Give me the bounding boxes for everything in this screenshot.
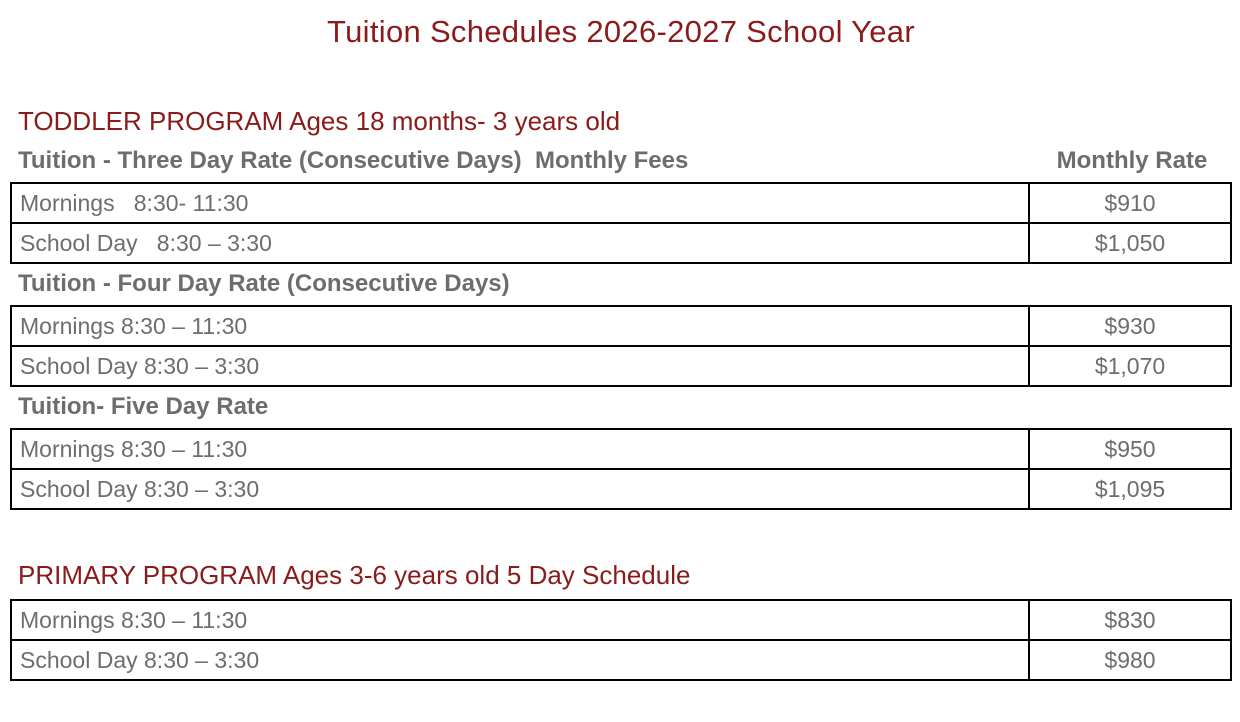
subheader-label: Tuition - Three Day Rate (Consecutive Da… — [18, 147, 689, 174]
monthly-rate-column-header: Monthly Rate — [1056, 147, 1208, 174]
rate-value: $830 — [1028, 599, 1232, 641]
page-title: Tuition Schedules 2026-2027 School Year — [327, 14, 915, 49]
rate-value: $1,095 — [1028, 468, 1232, 510]
schedule-label: School Day 8:30 – 3:30 — [10, 345, 1030, 387]
table-row: Mornings 8:30 – 11:30 $950 — [10, 428, 1232, 470]
table-row: School Day 8:30 – 3:30 $1,050 — [10, 222, 1232, 264]
schedule-label: School Day 8:30 – 3:30 — [10, 468, 1030, 510]
subheader-label: Tuition - Four Day Rate (Consecutive Day… — [18, 270, 510, 297]
table-row: School Day 8:30 – 3:30 $1,095 — [10, 468, 1232, 510]
table-row: School Day 8:30 – 3:30 $1,070 — [10, 345, 1232, 387]
table-row: Mornings 8:30 – 11:30 $830 — [10, 599, 1232, 641]
table-row: School Day 8:30 – 3:30 $980 — [10, 639, 1232, 681]
primary-program-heading: PRIMARY PROGRAM Ages 3-6 years old 5 Day… — [18, 560, 691, 590]
schedule-label: Mornings 8:30 – 11:30 — [10, 305, 1030, 347]
rate-value: $1,050 — [1028, 222, 1232, 264]
table-row: Mornings 8:30 – 11:30 $930 — [10, 305, 1232, 347]
subheader-label: Tuition- Five Day Rate — [18, 393, 269, 420]
schedule-label: School Day 8:30 – 3:30 — [10, 222, 1030, 264]
three-day-rate-table: Mornings 8:30- 11:30 $910 School Day 8:3… — [10, 182, 1232, 264]
schedule-label: Mornings 8:30 – 11:30 — [10, 599, 1030, 641]
rate-value: $930 — [1028, 305, 1232, 347]
rate-value: $980 — [1028, 639, 1232, 681]
primary-program-table: Mornings 8:30 – 11:30 $830 School Day 8:… — [10, 599, 1232, 681]
schedule-label: Mornings 8:30 – 11:30 — [10, 428, 1030, 470]
toddler-program-heading: TODDLER PROGRAM Ages 18 months- 3 years … — [18, 106, 621, 136]
schedule-label: School Day 8:30 – 3:30 — [10, 639, 1030, 681]
three-day-rate-header: Tuition - Three Day Rate (Consecutive Da… — [10, 147, 1232, 175]
table-row: Mornings 8:30- 11:30 $910 — [10, 182, 1232, 224]
rate-value: $1,070 — [1028, 345, 1232, 387]
five-day-rate-header: Tuition- Five Day Rate — [10, 393, 1232, 421]
five-day-rate-table: Mornings 8:30 – 11:30 $950 School Day 8:… — [10, 428, 1232, 510]
rate-value: $910 — [1028, 182, 1232, 224]
schedule-label: Mornings 8:30- 11:30 — [10, 182, 1030, 224]
four-day-rate-header: Tuition - Four Day Rate (Consecutive Day… — [10, 270, 1232, 298]
four-day-rate-table: Mornings 8:30 – 11:30 $930 School Day 8:… — [10, 305, 1232, 387]
rate-value: $950 — [1028, 428, 1232, 470]
